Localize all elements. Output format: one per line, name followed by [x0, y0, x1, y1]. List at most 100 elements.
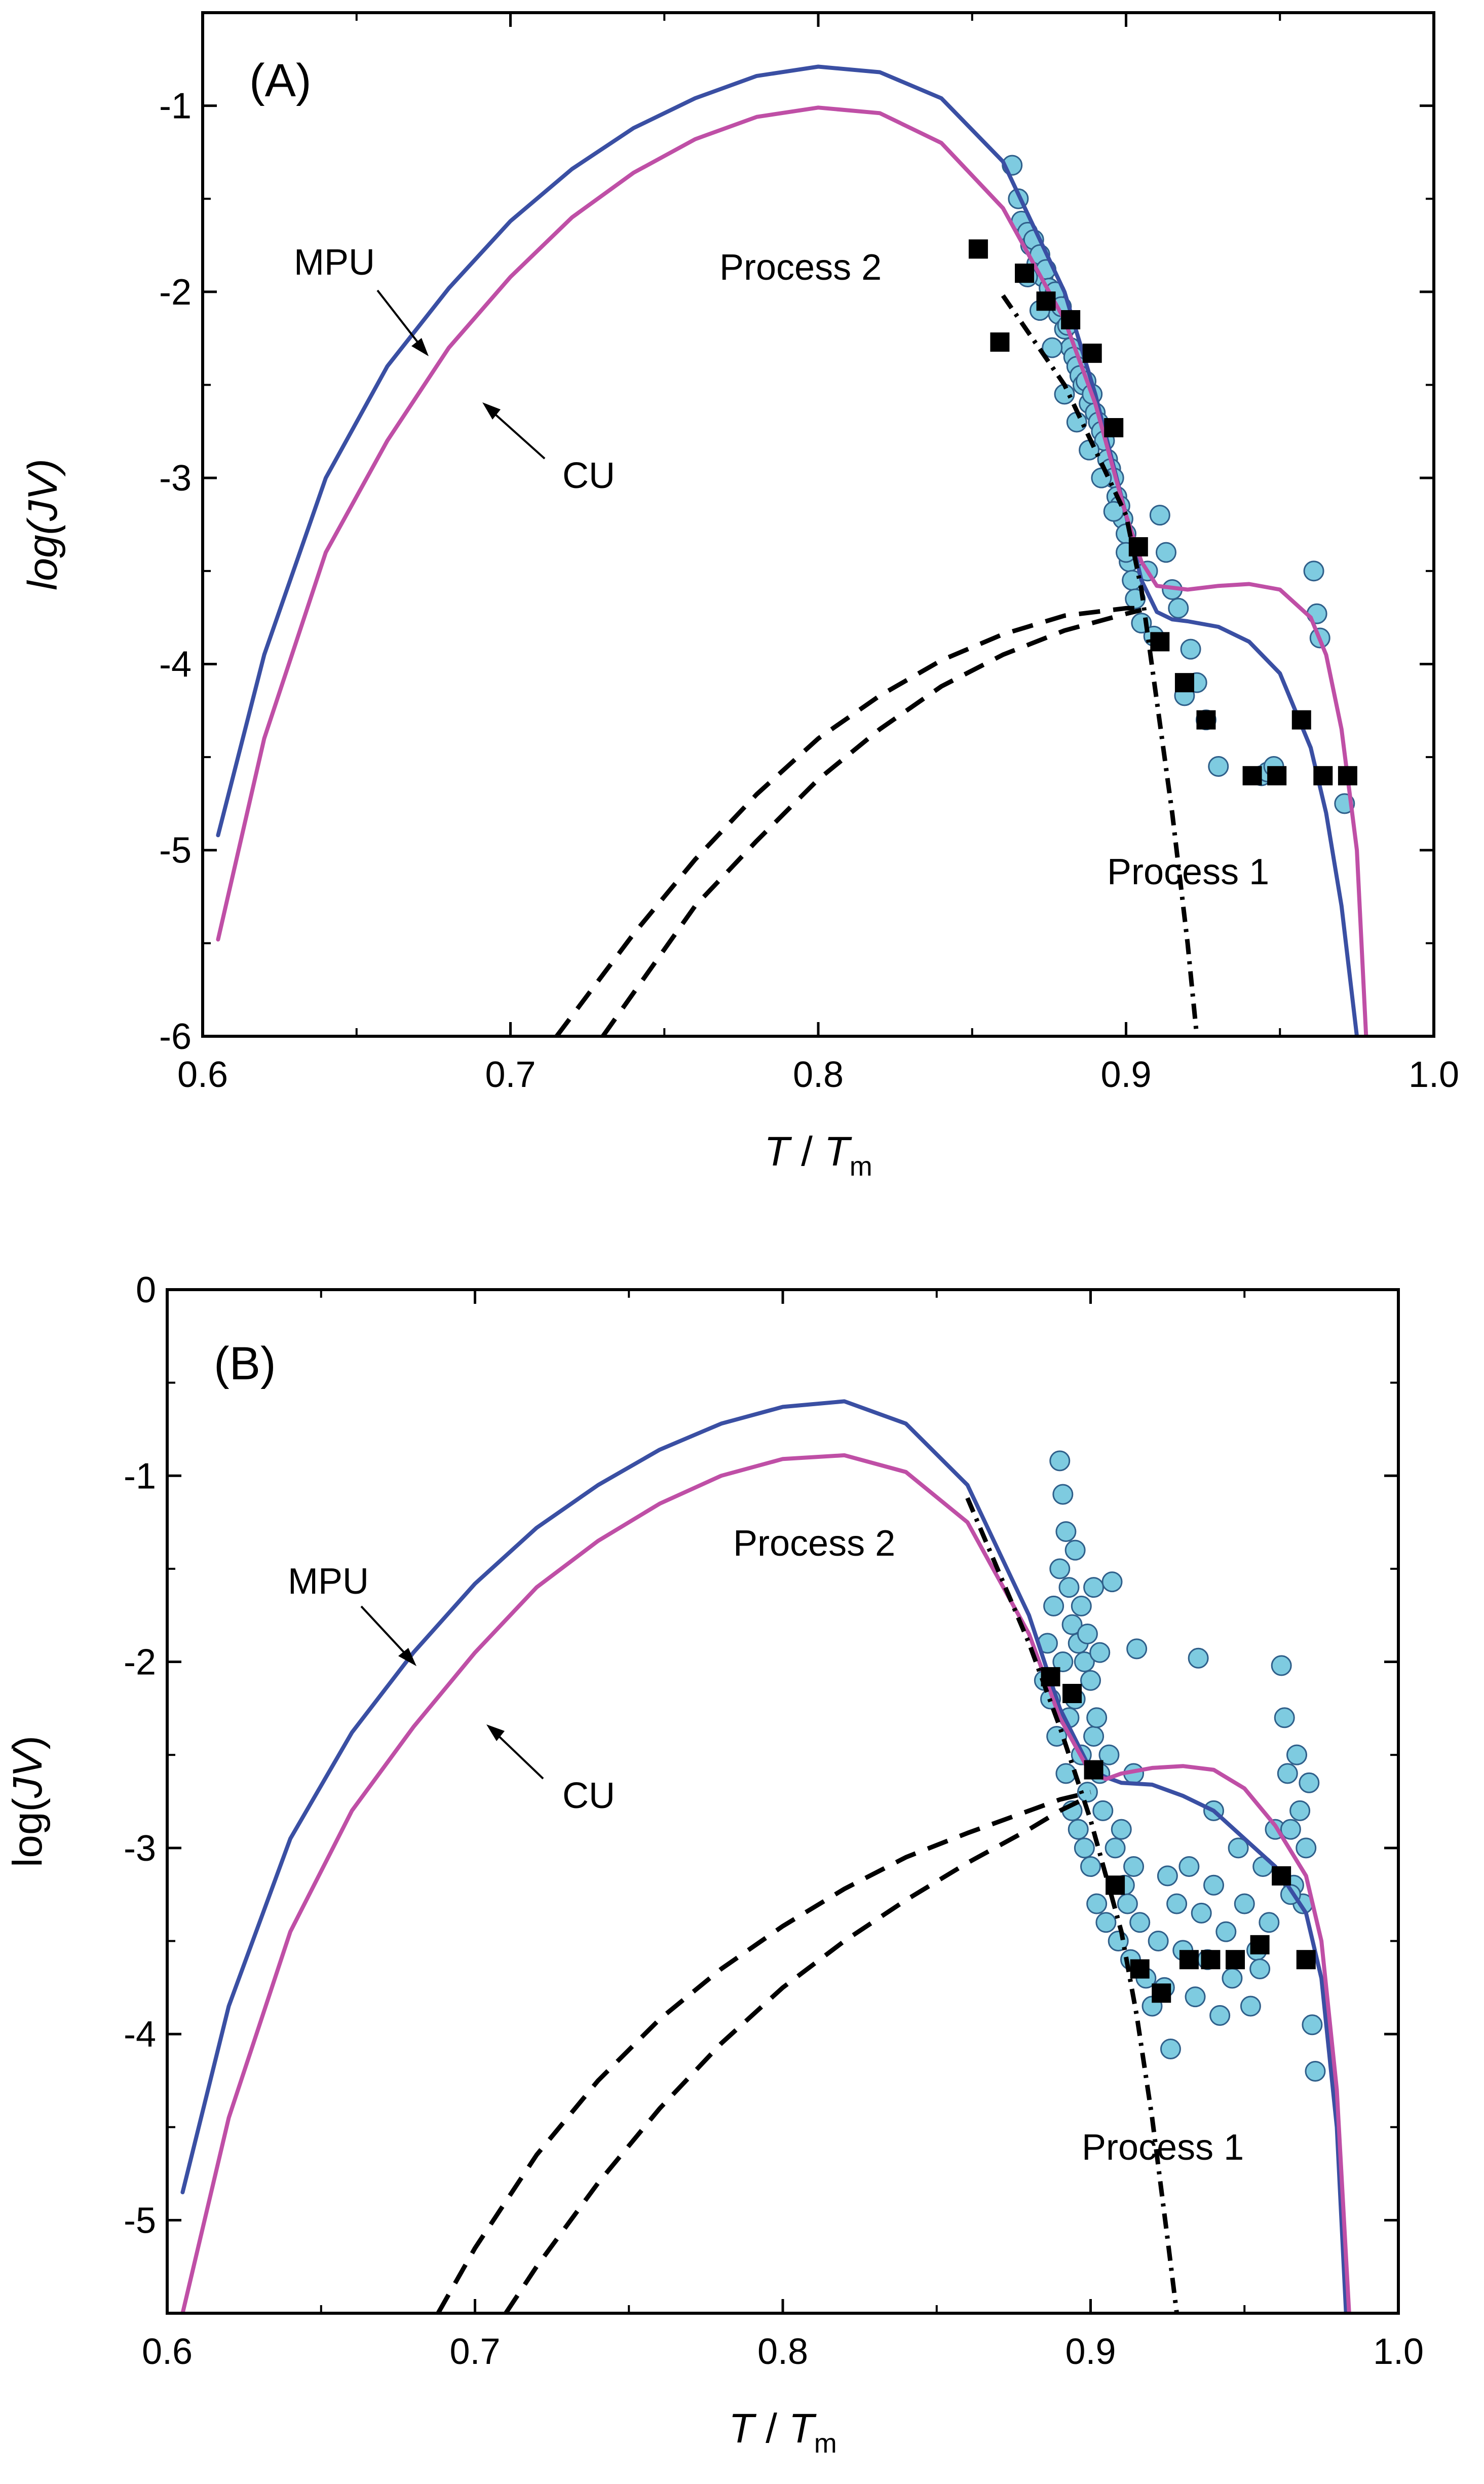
panel-b-circle-point — [1203, 1874, 1224, 1896]
panel-b-square-point — [1041, 1667, 1060, 1686]
panel-a-square-point — [1036, 291, 1056, 311]
panel-a-square-point — [1128, 537, 1148, 557]
panel-b-square-point — [1226, 1950, 1245, 1970]
panel-b-circle-point — [1077, 1782, 1098, 1803]
panel-b-circle-point — [1289, 1800, 1311, 1821]
panel-b-circle-point — [1166, 1893, 1188, 1914]
panel-a-y-axis-prefix: log( — [20, 517, 66, 590]
panel-b-circle-point — [1074, 1651, 1095, 1673]
panel-b-circle-point — [1191, 1902, 1212, 1924]
panel-a-square-point — [968, 239, 988, 259]
panel-b-circle-point — [1126, 1638, 1148, 1660]
panel-a-circle-point — [1091, 467, 1112, 488]
panel-a-x-tick-label: 0.6 — [177, 1055, 228, 1095]
panel-b-annotation-cu: CU — [562, 1776, 615, 1816]
panel-a-x-tick-label: 0.7 — [485, 1055, 536, 1095]
panel-a: 0.6 0.7 0.8 0.9 1.0 -6 -5 -4 -3 -2 -1 (A) MPU CU P… — [20, 11, 1459, 1182]
panel-b-x-axis-sub: m — [814, 2428, 837, 2459]
panel-b-x-tick-label: 0.8 — [757, 2331, 808, 2372]
panel-b-x-axis-sep: / — [754, 2405, 788, 2452]
panel-a-circle-point — [1208, 756, 1229, 777]
panel-b-square-point — [1152, 1983, 1171, 2003]
panel-a-y-axis-var: JV — [20, 469, 66, 521]
panel-a-ticks: 0.6 0.7 0.8 0.9 1.0 -6 -5 -4 -3 -2 -1 — [159, 12, 1459, 1095]
panel-b-circle-point — [1302, 2014, 1323, 2036]
panel-a-x-tick-label: 0.8 — [793, 1055, 844, 1095]
panel-a-square-point — [990, 332, 1010, 352]
panel-b-circle-point — [1068, 1819, 1089, 1840]
panel-b-y-axis-var: JV — [5, 1746, 51, 1798]
panel-b-label: (B) — [214, 1338, 276, 1389]
panel-b-circle-point — [1049, 1558, 1071, 1579]
panel-a-circle-point — [1149, 505, 1170, 526]
panel-b-circle-point — [1083, 1725, 1105, 1747]
panel-b: 0.6 0.7 0.8 0.9 1.0 -5 -4 -3 -2 -1 0 (B) MPU CU Pr… — [5, 1270, 1424, 2459]
panel-a-y-tick-label: -4 — [159, 644, 192, 685]
panel-b-y-axis-prefix: log( — [5, 1798, 51, 1867]
panel-b-circle-point — [1117, 1893, 1138, 1914]
panel-b-circle-point — [1296, 1837, 1317, 1859]
panel-b-y-tick-label: -5 — [124, 2200, 156, 2241]
svg-text:T / Tm: T / Tm — [729, 2405, 837, 2459]
panel-b-circle-point — [1271, 1655, 1292, 1676]
panel-b-x-axis-var: T — [729, 2405, 756, 2452]
panel-b-y-tick-label: -3 — [124, 1828, 156, 1869]
panel-a-process2-dashed-line — [555, 606, 1141, 1036]
panel-a-cu-arrow — [490, 410, 546, 460]
panel-b-circle-point — [1049, 1450, 1071, 1472]
panel-b-circle-point — [1101, 1571, 1123, 1593]
panel-b-square-point — [1179, 1950, 1199, 1970]
panel-a-square-point — [1291, 710, 1311, 730]
panel-b-square-point — [1250, 1935, 1270, 1954]
panel-a-y-axis-title: log(JV) — [20, 459, 66, 590]
panel-b-process1-dashdot-line — [965, 1497, 1179, 2313]
panel-b-square-point — [1130, 1959, 1150, 1979]
panel-b-square-point — [1296, 1950, 1316, 1970]
panel-b-circle-point — [1234, 1893, 1255, 1914]
panel-b-annotation-process2: Process 2 — [733, 1523, 895, 1564]
panel-b-circle-point — [1080, 1856, 1101, 1877]
panel-b-x-axis-title: T / Tm — [729, 2405, 837, 2459]
panel-b-circle-point — [1277, 1763, 1298, 1784]
panel-a-x-axis-title: T / Tm — [764, 1128, 872, 1182]
panel-b-circle-point — [1064, 1539, 1086, 1561]
panel-b-square-point — [1062, 1683, 1082, 1703]
panel-b-square-point — [1201, 1950, 1221, 1970]
panel-b-y-tick-label: -4 — [124, 2014, 156, 2055]
panel-b-mpu-line — [180, 1399, 1348, 2313]
panel-b-circle-point — [1055, 1521, 1077, 1542]
panel-b-y-tick-label: -1 — [124, 1456, 156, 1496]
panel-b-circle-point — [1080, 1670, 1101, 1691]
panel-b-process2-dashed-line — [504, 1793, 1092, 2313]
svg-text:log(JV): log(JV) — [20, 459, 66, 590]
panel-b-mpu-arrow — [360, 1605, 409, 1658]
panel-a-square-point — [1242, 766, 1262, 785]
panel-b-annotation-mpu: MPU — [288, 1561, 369, 1602]
panel-a-annotation-process2: Process 2 — [719, 247, 882, 288]
panel-b-circle-point — [1299, 1772, 1320, 1793]
panel-a-y-tick-label: -6 — [159, 1017, 192, 1057]
panel-b-square-point — [1272, 1866, 1291, 1886]
panel-b-circle-point — [1222, 1968, 1243, 1989]
panel-a-square-point — [1338, 766, 1357, 785]
panel-a-mpu-arrow — [376, 289, 423, 348]
panel-a-circle-point — [1042, 337, 1063, 358]
panel-a-annotation-cu: CU — [562, 456, 615, 496]
panel-b-square-point — [1084, 1760, 1104, 1780]
panel-b-circle-point — [1188, 1647, 1209, 1669]
panel-b-y-axis-title: log(JV) — [5, 1736, 51, 1867]
panel-a-annotation-process1: Process 1 — [1107, 852, 1269, 892]
panel-b-circle-point — [1092, 1800, 1114, 1821]
panel-b-cu-arrow — [494, 1732, 544, 1780]
panel-b-circle-point — [1055, 1763, 1077, 1784]
panel-b-circle-point — [1240, 1996, 1261, 2017]
panel-a-square-point — [1196, 710, 1216, 730]
panel-b-circle-point — [1083, 1577, 1105, 1598]
panel-a-y-tick-label: -1 — [159, 86, 192, 127]
panel-b-circle-point — [1209, 2005, 1231, 2026]
panel-b-circle-point — [1178, 1856, 1200, 1877]
panel-a-label: (A) — [249, 55, 312, 106]
panel-b-mpu-arrowhead — [398, 1648, 416, 1666]
panel-b-circle-point — [1043, 1595, 1064, 1616]
panel-a-annotation-mpu: MPU — [294, 242, 375, 283]
